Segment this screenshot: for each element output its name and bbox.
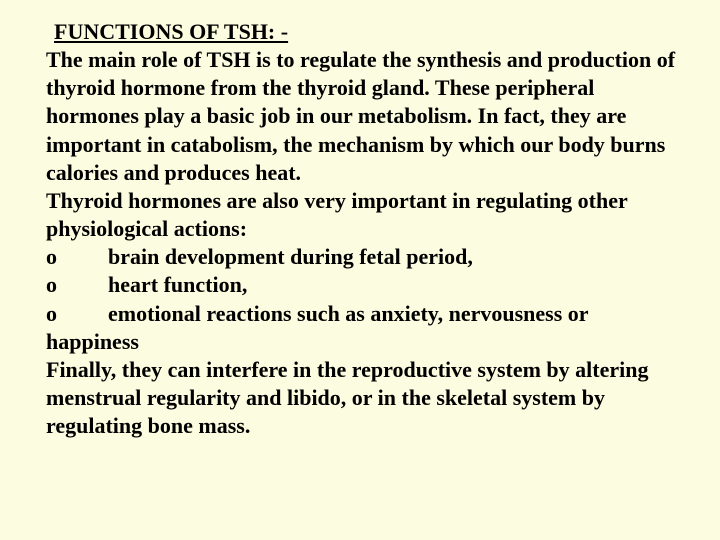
list-item-text: emotional reactions such as anxiety, ner… [46,301,588,354]
list-item-text: heart function, [108,272,247,297]
bullet-icon: o [46,300,108,328]
list-item-2: oheart function, [46,271,680,299]
slide-content: FUNCTIONS OF TSH: - The main role of TSH… [46,18,680,440]
list-item-1: obrain development during fetal period, [46,243,680,271]
list-item-text: brain development during fetal period, [108,244,473,269]
heading: FUNCTIONS OF TSH: - [46,18,680,46]
bullet-icon: o [46,271,108,299]
bullet-icon: o [46,243,108,271]
paragraph-3: Finally, they can interfere in the repro… [46,356,680,440]
list-item-3: oemotional reactions such as anxiety, ne… [46,300,680,356]
paragraph-2: Thyroid hormones are also very important… [46,187,680,243]
paragraph-1: The main role of TSH is to regulate the … [46,46,680,187]
